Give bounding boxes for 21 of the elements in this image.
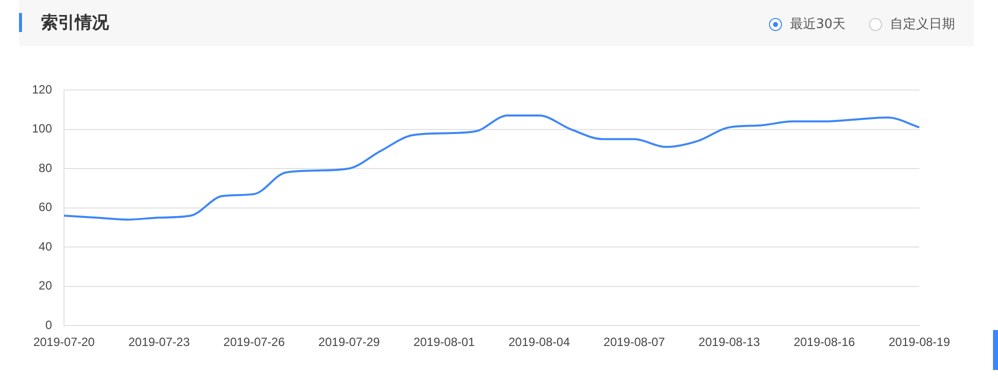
chart-title: 索引情况	[41, 12, 109, 34]
text: 自定义日期	[890, 16, 955, 33]
line-series	[63, 114, 920, 221]
x-tick-label: 2019-07-26	[223, 335, 286, 350]
x-tick-label: 2019-07-23	[128, 335, 190, 350]
x-tick-label: 2019-07-20	[33, 335, 96, 350]
x-tick-label: 2019-08-16	[794, 335, 856, 350]
x-tick-label: 2019-08-01	[413, 335, 476, 350]
x-tick-label: 2019-08-04	[508, 335, 570, 350]
y-tick-label: 80	[38, 160, 52, 175]
x-tick-label: 2019-08-07	[604, 335, 666, 350]
y-tick-label: 40	[38, 239, 52, 254]
text: 最近30天	[790, 16, 846, 33]
x-tick-label: 2019-08-19	[888, 335, 950, 350]
x-tick-label: 2019-08-13	[698, 335, 760, 350]
y-tick-label: 0	[45, 318, 52, 332]
x-tick-label: 2019-07-29	[318, 335, 380, 350]
y-tick-label: 20	[38, 278, 52, 293]
y-tick-label: 120	[32, 82, 52, 96]
y-tick-label: 100	[32, 122, 52, 136]
y-tick-label: 60	[38, 200, 52, 214]
